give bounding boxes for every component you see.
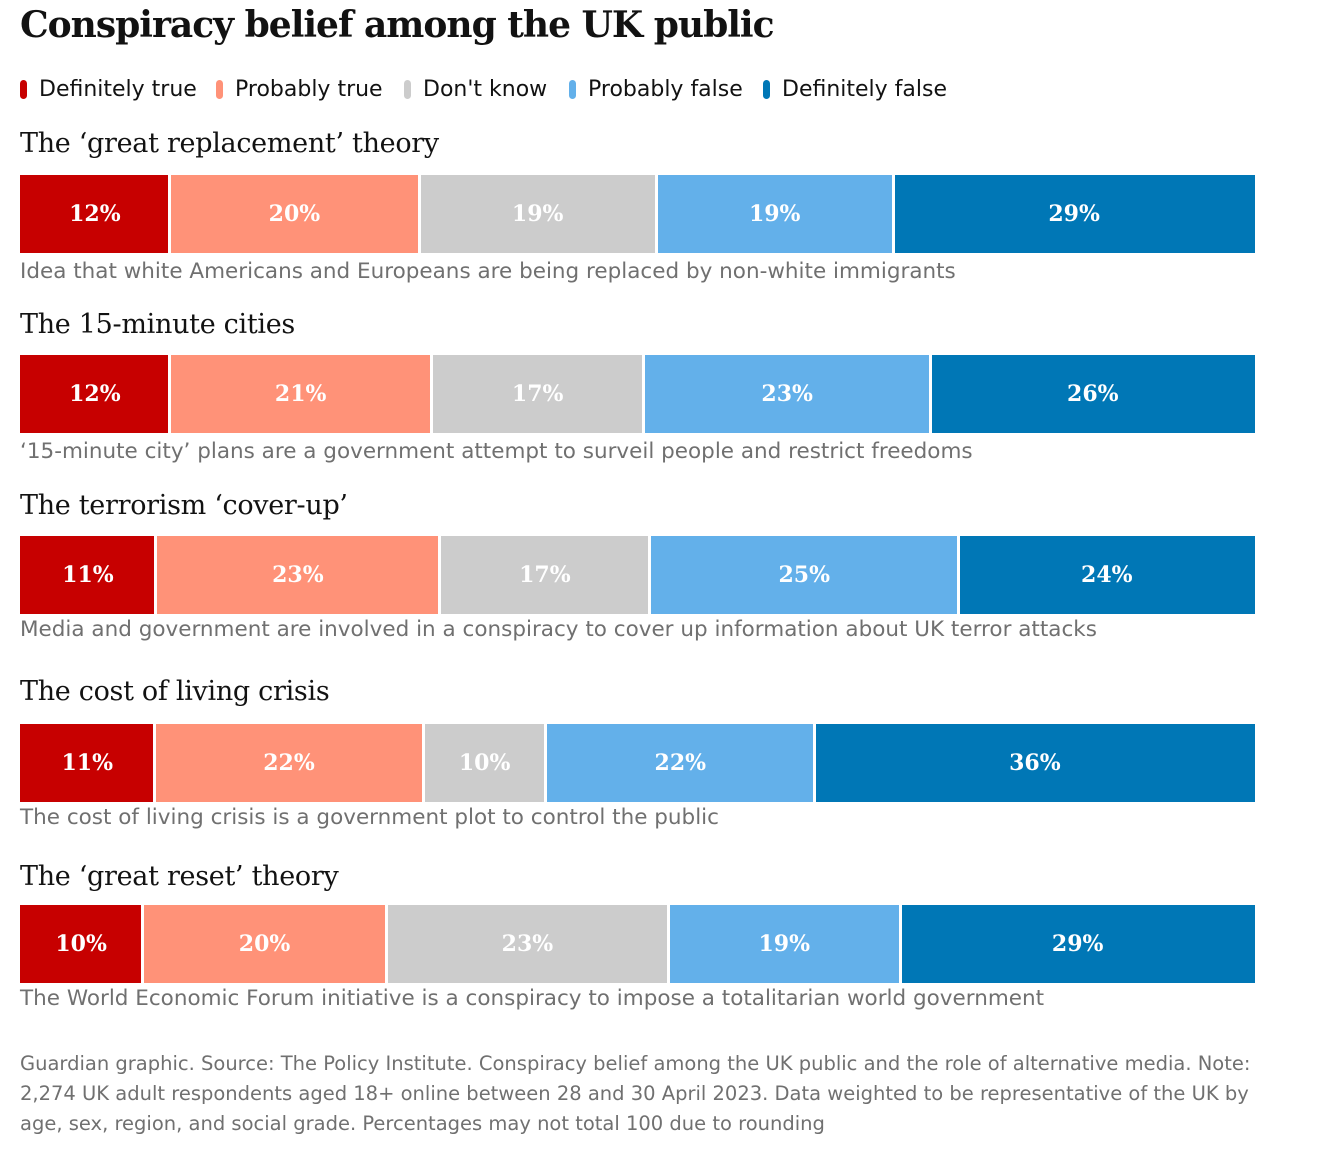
segment-divider <box>654 175 658 253</box>
bar-segment-probably-true: 20% <box>169 175 420 253</box>
row-title: The 15-minute cities <box>20 309 295 340</box>
legend-label: Definitely false <box>782 77 948 102</box>
legend-swatch <box>20 80 27 99</box>
bar-segment-definitely-true: 12% <box>20 355 170 433</box>
chart-title: Conspiracy belief among the UK public <box>20 4 775 46</box>
row-title: The terrorism ‘cover-up’ <box>20 490 348 521</box>
segment-divider <box>154 536 158 614</box>
bar-value-label: 19% <box>511 201 564 227</box>
segment-divider <box>140 905 144 983</box>
bar-segment-definitely-true: 12% <box>20 175 170 253</box>
legend-label: Probably false <box>588 77 743 102</box>
bar-value-label: 20% <box>238 931 291 957</box>
segment-divider <box>648 536 652 614</box>
stacked-bar: 11% 22% 10% 22% 36% <box>20 724 1255 802</box>
segment-divider <box>957 536 961 614</box>
row-title: The cost of living crisis <box>20 676 330 707</box>
bar-value-label: 10% <box>458 750 511 776</box>
bar-segment-probably-false: 23% <box>643 355 931 433</box>
bar-value-label: 11% <box>62 562 114 588</box>
row-description: Media and government are involved in a c… <box>20 617 1097 642</box>
bar-value-label: 23% <box>272 562 324 588</box>
bar-value-label: 23% <box>501 931 554 957</box>
segment-divider <box>898 905 902 983</box>
bar-segment-definitely-false: 24% <box>958 536 1255 614</box>
bar-segment-probably-true: 22% <box>154 724 424 802</box>
bar-value-label: 19% <box>758 931 810 957</box>
legend-swatch <box>763 80 770 99</box>
segment-divider <box>544 724 548 802</box>
segment-divider <box>385 905 389 983</box>
bar-value-label: 25% <box>778 562 830 588</box>
source-footnote: Guardian graphic. Source: The Policy Ins… <box>20 1052 1251 1135</box>
segment-divider <box>422 724 425 802</box>
bar-segment-probably-true: 21% <box>169 355 432 433</box>
bar-segment-probably-false: 19% <box>656 175 894 253</box>
row-description: Idea that white Americans and Europeans … <box>20 259 956 284</box>
bar-value-label: 20% <box>268 201 321 227</box>
legend-label: Don't know <box>423 77 548 102</box>
segment-divider <box>813 724 817 802</box>
bar-value-label: 10% <box>55 931 107 957</box>
bar-value-label: 19% <box>748 201 801 227</box>
stacked-bar: 11% 23% 17% 25% 24% <box>20 536 1255 614</box>
bar-value-label: 12% <box>69 201 121 227</box>
bar-segment-definitely-false: 36% <box>814 724 1255 802</box>
bar-segment-probably-false: 22% <box>545 724 815 802</box>
segment-divider <box>642 355 646 433</box>
legend-swatch <box>216 80 223 99</box>
bar-segment-probably-false: 25% <box>649 536 959 614</box>
segment-divider <box>168 175 172 253</box>
bar-segment-definitely-false: 29% <box>893 175 1255 253</box>
row-description: ‘15-minute city’ plans are a government … <box>20 439 973 464</box>
segment-divider <box>417 175 421 253</box>
bar-value-label: 12% <box>69 381 121 407</box>
bar-value-label: 11% <box>61 750 114 776</box>
row-title: The ‘great reset’ theory <box>20 861 339 892</box>
legend-swatch <box>569 80 576 99</box>
segment-divider <box>168 355 172 433</box>
bar-segment-definitely-true: 11% <box>20 536 156 614</box>
segment-divider <box>891 175 895 253</box>
stacked-bar: 12% 21% 17% 23% 26% <box>20 355 1255 433</box>
bar-segment-probably-false: 19% <box>668 905 901 983</box>
stacked-bar: 10% 20% 23% 19% 29% <box>20 905 1255 983</box>
row-description: The cost of living crisis is a governmen… <box>20 805 719 830</box>
legend-label: Definitely true <box>39 77 197 102</box>
bar-value-label: 22% <box>654 750 707 776</box>
bar-segment-definitely-false: 29% <box>900 905 1255 983</box>
bar-value-label: 26% <box>1067 381 1119 407</box>
row-description: The World Economic Forum initiative is a… <box>20 986 1045 1011</box>
bar-value-label: 21% <box>274 381 327 407</box>
bar-segment-definitely-false: 26% <box>930 355 1255 433</box>
row-title: The ‘great replacement’ theory <box>20 128 439 159</box>
bar-segment-don-t-know: 23% <box>386 905 669 983</box>
bar-segment-don-t-know: 19% <box>419 175 657 253</box>
legend-label: Probably true <box>235 77 383 102</box>
segment-divider <box>153 724 156 802</box>
bar-segment-definitely-true: 11% <box>20 724 155 802</box>
segment-divider <box>666 905 670 983</box>
bar-value-label: 36% <box>1009 750 1061 776</box>
stacked-bar: 12% 20% 19% 19% 29% <box>20 175 1255 253</box>
legend-swatch <box>404 80 411 99</box>
segment-divider <box>438 536 442 614</box>
bar-value-label: 23% <box>761 381 813 407</box>
segment-divider <box>430 355 434 433</box>
bar-value-label: 22% <box>263 750 315 776</box>
bar-segment-don-t-know: 10% <box>423 724 546 802</box>
bar-segment-probably-true: 23% <box>155 536 440 614</box>
bar-value-label: 29% <box>1048 201 1100 227</box>
segment-divider <box>929 355 933 433</box>
bar-value-label: 17% <box>511 381 564 407</box>
bar-value-label: 24% <box>1081 562 1133 588</box>
bar-segment-probably-true: 20% <box>142 905 387 983</box>
bar-segment-don-t-know: 17% <box>431 355 644 433</box>
bar-segment-don-t-know: 17% <box>439 536 650 614</box>
bar-value-label: 17% <box>519 562 571 588</box>
bar-segment-definitely-true: 10% <box>20 905 143 983</box>
bar-value-label: 29% <box>1051 931 1104 957</box>
